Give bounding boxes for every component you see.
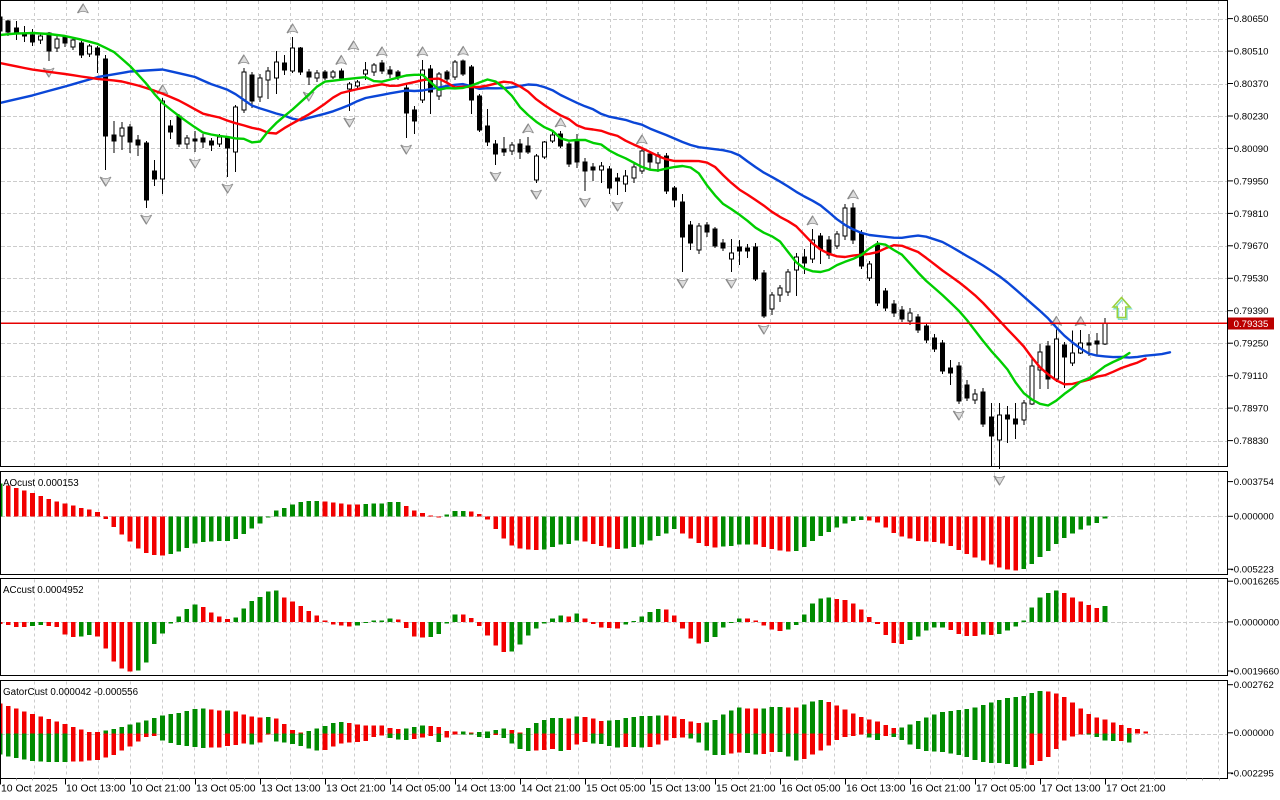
svg-text:0.79250: 0.79250 <box>1234 339 1269 350</box>
svg-text:0.79335: 0.79335 <box>1234 319 1269 330</box>
svg-text:0.79950: 0.79950 <box>1234 176 1269 187</box>
svg-text:0.80650: 0.80650 <box>1234 14 1269 25</box>
svg-text:17 Oct 05:00: 17 Oct 05:00 <box>976 784 1036 795</box>
svg-text:-0.005223: -0.005223 <box>1231 565 1274 576</box>
svg-text:10 Oct 2025: 10 Oct 2025 <box>1 784 58 795</box>
svg-text:15 Oct 13:00: 15 Oct 13:00 <box>651 784 711 795</box>
svg-text:14 Oct 05:00: 14 Oct 05:00 <box>391 784 451 795</box>
svg-text:AOcust 0.000153: AOcust 0.000153 <box>3 478 79 489</box>
svg-text:0.78970: 0.78970 <box>1234 404 1269 415</box>
svg-text:ACcust 0.0004952: ACcust 0.0004952 <box>3 585 84 596</box>
svg-text:0.79670: 0.79670 <box>1234 241 1269 252</box>
svg-text:14 Oct 13:00: 14 Oct 13:00 <box>456 784 516 795</box>
svg-text:16 Oct 05:00: 16 Oct 05:00 <box>781 784 841 795</box>
svg-text:-0.002295: -0.002295 <box>1231 768 1274 779</box>
svg-text:13 Oct 21:00: 13 Oct 21:00 <box>326 784 386 795</box>
svg-text:0.79110: 0.79110 <box>1234 371 1268 382</box>
svg-text:0.80230: 0.80230 <box>1234 111 1269 122</box>
svg-text:0.79390: 0.79390 <box>1234 306 1269 317</box>
svg-text:0.000000: 0.000000 <box>1234 512 1274 523</box>
svg-text:0.80090: 0.80090 <box>1234 144 1269 155</box>
svg-text:15 Oct 05:00: 15 Oct 05:00 <box>586 784 646 795</box>
svg-text:0.80370: 0.80370 <box>1234 79 1269 90</box>
svg-text:0.0000000: 0.0000000 <box>1234 617 1279 628</box>
svg-text:16 Oct 13:00: 16 Oct 13:00 <box>846 784 906 795</box>
svg-text:0.0016265: 0.0016265 <box>1234 577 1279 588</box>
svg-text:0.80510: 0.80510 <box>1234 47 1269 58</box>
svg-text:10 Oct 13:00: 10 Oct 13:00 <box>66 784 126 795</box>
svg-text:0.000000: 0.000000 <box>1234 728 1274 739</box>
svg-text:0.78830: 0.78830 <box>1234 436 1269 447</box>
svg-text:10 Oct 21:00: 10 Oct 21:00 <box>131 784 191 795</box>
svg-text:0.79810: 0.79810 <box>1234 209 1269 220</box>
svg-text:0.002762: 0.002762 <box>1234 680 1274 691</box>
svg-text:0.79530: 0.79530 <box>1234 274 1269 285</box>
svg-text:17 Oct 21:00: 17 Oct 21:00 <box>1106 784 1166 795</box>
svg-text:13 Oct 05:00: 13 Oct 05:00 <box>196 784 256 795</box>
svg-text:0.003754: 0.003754 <box>1234 477 1275 488</box>
svg-text:GatorCust 0.000042 -0.000556: GatorCust 0.000042 -0.000556 <box>3 687 139 698</box>
svg-text:14 Oct 21:00: 14 Oct 21:00 <box>521 784 581 795</box>
svg-text:13 Oct 13:00: 13 Oct 13:00 <box>261 784 321 795</box>
svg-text:16 Oct 21:00: 16 Oct 21:00 <box>911 784 971 795</box>
svg-text:-0.0019660: -0.0019660 <box>1231 666 1280 677</box>
svg-text:17 Oct 13:00: 17 Oct 13:00 <box>1041 784 1101 795</box>
svg-text:15 Oct 21:00: 15 Oct 21:00 <box>716 784 776 795</box>
